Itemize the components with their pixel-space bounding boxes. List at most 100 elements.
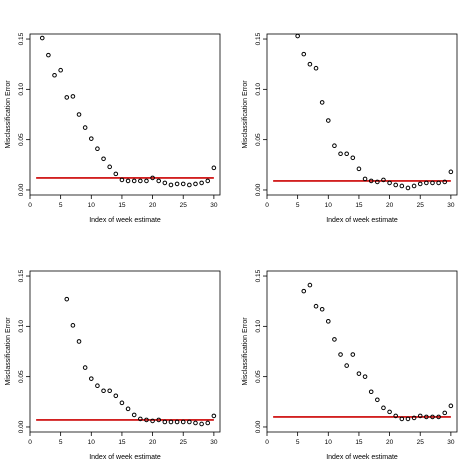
- x-tick-label: 5: [59, 439, 63, 446]
- data-point: [144, 178, 149, 184]
- data-point: [162, 180, 168, 186]
- data-point: [180, 419, 186, 425]
- y-tick-label: 0.10: [255, 320, 262, 333]
- data-point: [417, 413, 423, 419]
- data-point: [70, 94, 76, 99]
- data-point: [162, 419, 168, 425]
- data-point: [436, 180, 441, 186]
- x-tick-label: 5: [296, 439, 300, 446]
- data-point: [211, 413, 217, 419]
- x-tick-label: 10: [325, 439, 333, 446]
- chart-svg-bottom-left: 0 5 10 15 20 25 30 0.00 0.05 0.10 0.15 Index of wee…: [5, 269, 221, 461]
- data-point: [381, 177, 386, 183]
- data-point: [411, 415, 417, 421]
- data-point: [174, 419, 180, 425]
- data-point: [193, 181, 198, 187]
- x-tick-label: 15: [118, 202, 126, 209]
- data-point: [113, 171, 119, 177]
- data-point: [82, 365, 88, 370]
- y-tick-label: 0.05: [255, 370, 262, 383]
- data-point: [387, 409, 392, 415]
- data-point: [375, 397, 380, 403]
- data-point: [199, 421, 204, 427]
- x-axis-title: Index of week estimate: [326, 217, 398, 224]
- plot-frame: [266, 270, 458, 433]
- data-point: [448, 403, 454, 409]
- x-tick-label: 30: [210, 439, 218, 446]
- y-tick-label: 0.05: [18, 370, 25, 383]
- data-point: [356, 371, 362, 376]
- data-point: [405, 416, 411, 422]
- x-tick-label: 25: [417, 202, 425, 209]
- x-tick-label: 5: [59, 202, 63, 209]
- data-point: [150, 175, 155, 181]
- x-tick-label: 20: [149, 439, 157, 446]
- data-point: [138, 416, 143, 422]
- y-tick-label: 0.05: [18, 133, 25, 146]
- data-point: [107, 388, 112, 394]
- data-point: [387, 180, 392, 186]
- data-point: [95, 383, 100, 389]
- y-tick-label: 0.15: [18, 32, 25, 45]
- x-axis-title: Index of week estimate: [326, 454, 398, 461]
- data-point: [393, 182, 399, 188]
- y-axis-title: Misclassification Error: [5, 317, 12, 386]
- y-tick-label: 0.15: [18, 269, 25, 282]
- data-point: [119, 177, 125, 183]
- data-point: [393, 413, 399, 419]
- data-point: [156, 178, 162, 184]
- data-point: [332, 337, 337, 342]
- x-tick-label: 15: [355, 202, 363, 209]
- x-tick-label: 20: [386, 439, 394, 446]
- data-point: [113, 393, 119, 399]
- data-point: [64, 296, 70, 302]
- data-point: [39, 35, 45, 41]
- x-tick-label: 30: [210, 202, 218, 209]
- data-point: [168, 419, 174, 425]
- data-point: [325, 319, 331, 324]
- y-tick-label: 0.00: [18, 420, 25, 433]
- data-point: [180, 181, 186, 187]
- data-point: [138, 178, 143, 184]
- x-axis-title: Index of week estimate: [89, 454, 161, 461]
- data-point: [64, 95, 70, 100]
- data-point: [448, 169, 454, 175]
- x-tick-label: 5: [296, 202, 300, 209]
- data-point: [125, 406, 131, 412]
- data-point: [193, 420, 198, 426]
- data-point: [424, 414, 429, 420]
- data-point: [187, 182, 192, 188]
- y-tick-label: 0.10: [255, 83, 262, 96]
- data-point: [168, 182, 174, 188]
- data-point: [417, 181, 423, 187]
- data-point: [101, 388, 106, 394]
- x-tick-label: 10: [88, 439, 96, 446]
- plot-frame: [266, 33, 458, 196]
- data-point: [338, 352, 343, 357]
- data-point: [424, 180, 429, 186]
- y-tick-label: 0.15: [255, 32, 262, 45]
- data-point: [368, 178, 374, 184]
- data-point: [156, 417, 162, 423]
- data-point: [411, 183, 417, 189]
- data-point: [338, 151, 343, 157]
- data-point: [362, 374, 368, 379]
- x-tick-label: 25: [417, 439, 425, 446]
- x-tick-label: 25: [180, 202, 188, 209]
- data-point: [205, 178, 211, 184]
- x-tick-label: 0: [28, 202, 32, 209]
- data-point: [174, 181, 180, 187]
- x-tick-label: 0: [28, 439, 32, 446]
- data-point: [131, 412, 137, 418]
- data-point: [350, 155, 356, 161]
- data-point: [381, 405, 386, 411]
- data-point: [344, 151, 349, 157]
- y-tick-label: 0.10: [18, 83, 25, 96]
- x-tick-label: 25: [180, 439, 188, 446]
- x-tick-label: 30: [447, 202, 455, 209]
- data-point: [76, 339, 82, 344]
- data-point: [301, 288, 307, 294]
- y-tick-label: 0.00: [18, 183, 25, 196]
- chart-svg-bottom-right: 0 5 10 15 20 25 30 0.00 0.05 0.10 0.15 Index of wee…: [242, 269, 458, 461]
- chart-panel-top-left: 0 5 10 15 20 25 30 0.00 0.05 0.10 0.15 Index of wee…: [0, 0, 237, 237]
